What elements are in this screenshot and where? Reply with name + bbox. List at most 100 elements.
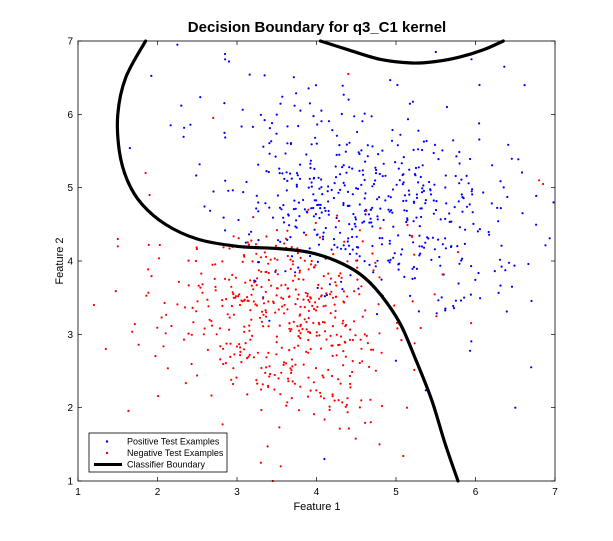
positive-point	[335, 216, 338, 220]
positive-point	[510, 285, 514, 288]
positive-point	[289, 142, 292, 146]
positive-point	[263, 74, 266, 77]
positive-point	[305, 153, 308, 156]
positive-point	[427, 237, 430, 240]
positive-point	[415, 267, 418, 270]
positive-point	[440, 296, 443, 299]
positive-point	[297, 201, 300, 204]
positive-point	[342, 244, 345, 247]
negative-point	[207, 305, 210, 308]
positive-point	[295, 172, 299, 175]
positive-point	[322, 231, 325, 234]
positive-point	[310, 185, 313, 188]
positive-point	[199, 96, 202, 99]
positive-point	[474, 278, 477, 281]
positive-point	[363, 178, 366, 182]
negative-point	[365, 334, 368, 337]
negative-point	[273, 373, 276, 377]
negative-point	[337, 219, 341, 223]
negative-point	[305, 350, 308, 353]
positive-point	[455, 155, 458, 158]
positive-point	[500, 265, 503, 268]
positive-point	[476, 230, 479, 233]
negative-point	[346, 295, 349, 298]
negative-point	[312, 266, 315, 269]
positive-point	[391, 211, 394, 214]
positive-point	[315, 199, 318, 202]
negative-point	[542, 182, 545, 186]
negative-point	[297, 293, 300, 296]
negative-point	[319, 391, 322, 394]
negative-point	[343, 301, 346, 304]
positive-point	[368, 221, 371, 224]
positive-point	[309, 159, 312, 162]
negative-point	[359, 338, 362, 341]
negative-point	[323, 321, 326, 324]
negative-point	[307, 351, 310, 354]
positive-point	[222, 216, 225, 219]
negative-point	[296, 325, 299, 328]
positive-point	[295, 185, 298, 188]
positive-point	[434, 50, 437, 54]
positive-point	[424, 202, 427, 205]
positive-point	[441, 149, 444, 152]
positive-point	[371, 185, 374, 188]
positive-point	[361, 221, 364, 224]
negative-point	[291, 365, 294, 368]
negative-point	[261, 383, 264, 386]
chart-title: Decision Boundary for q3_C1 kernel	[188, 19, 446, 36]
negative-point	[280, 371, 283, 374]
positive-point	[342, 164, 345, 167]
negative-point	[219, 345, 222, 348]
positive-point	[223, 52, 227, 56]
positive-point	[316, 123, 319, 126]
negative-point	[323, 418, 326, 421]
negative-point	[322, 275, 325, 278]
positive-point	[402, 199, 405, 203]
negative-point	[344, 355, 347, 358]
positive-point	[340, 280, 343, 283]
positive-point	[323, 457, 326, 461]
negative-point	[307, 268, 310, 271]
negative-point	[194, 259, 197, 263]
positive-point	[405, 209, 408, 212]
negative-point	[131, 330, 134, 333]
negative-point	[219, 358, 222, 361]
legend-label-positive: Positive Test Examples	[127, 437, 220, 447]
positive-point	[417, 148, 420, 151]
positive-point	[358, 169, 361, 172]
positive-point	[363, 112, 366, 115]
positive-point	[394, 359, 397, 362]
negative-point	[201, 283, 204, 286]
negative-point	[339, 272, 342, 275]
positive-point	[428, 180, 431, 184]
positive-point	[376, 198, 379, 201]
positive-point	[432, 212, 435, 215]
positive-point	[393, 252, 396, 255]
negative-point	[322, 305, 325, 308]
positive-point	[375, 313, 379, 316]
positive-point	[277, 239, 280, 242]
negative-point	[252, 288, 255, 291]
negative-point	[402, 454, 405, 458]
positive-point	[342, 181, 345, 184]
positive-point	[552, 201, 555, 204]
positive-point	[290, 177, 293, 180]
negative-point	[286, 401, 289, 404]
positive-point	[456, 245, 459, 248]
positive-point	[241, 108, 244, 111]
negative-point	[369, 421, 372, 424]
positive-point	[488, 233, 491, 236]
positive-point	[351, 193, 354, 196]
negative-point	[297, 278, 300, 281]
positive-point	[268, 127, 271, 130]
negative-point	[314, 264, 317, 267]
positive-point	[507, 143, 510, 146]
positive-point	[257, 201, 260, 204]
positive-point	[274, 155, 277, 158]
positive-point	[348, 141, 351, 144]
negative-point	[232, 235, 235, 238]
positive-point	[470, 340, 473, 343]
positive-point	[285, 189, 288, 192]
negative-point	[354, 437, 357, 440]
